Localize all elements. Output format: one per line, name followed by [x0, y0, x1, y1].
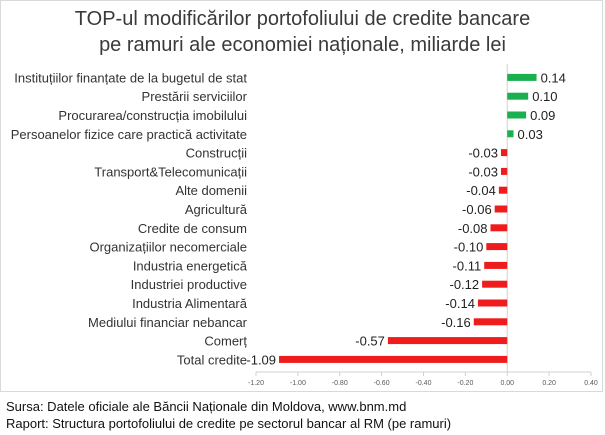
- x-tick-label: -1.00: [290, 380, 306, 387]
- category-label: Industria Alimentară: [132, 296, 248, 311]
- value-label: -0.04: [466, 183, 496, 198]
- value-label: -0.06: [462, 202, 492, 217]
- category-label: Agricultură: [185, 202, 248, 217]
- category-label: Alte domenii: [175, 183, 247, 198]
- x-tick-label: 0.40: [584, 380, 598, 387]
- chart-title: TOP-ul modificărilor portofoliului de cr…: [0, 6, 605, 58]
- value-label: -0.08: [458, 221, 488, 236]
- bar: [494, 205, 508, 213]
- chart-frame: [0, 0, 603, 392]
- bar: [477, 299, 508, 307]
- value-label: -0.57: [355, 334, 385, 349]
- bar: [279, 355, 508, 363]
- value-label: -0.10: [454, 240, 484, 255]
- bar: [387, 337, 508, 345]
- bar: [490, 224, 508, 232]
- source-notes: Sursa: Datele oficiale ale Băncii Națion…: [6, 398, 451, 432]
- value-label: 0.10: [532, 89, 557, 104]
- x-tick-label: -0.40: [416, 380, 432, 387]
- value-label: -0.11: [453, 258, 482, 273]
- bar: [500, 149, 508, 157]
- category-label: Instituțiilor finanțate de la bugetul de…: [14, 70, 247, 85]
- category-label: Procurarea/construcția imobilului: [58, 108, 247, 123]
- value-label: -0.03: [468, 146, 498, 161]
- x-tick-label: -1.20: [248, 380, 264, 387]
- category-label: Industria energetică: [133, 258, 248, 273]
- category-label: Prestării serviciilor: [142, 89, 248, 104]
- value-label: -1.09: [246, 352, 276, 367]
- chart-title-line-1: TOP-ul modificărilor portofoliului de cr…: [74, 8, 531, 30]
- category-label: Industriei productive: [131, 277, 247, 292]
- bar: [498, 186, 508, 194]
- category-label: Mediului financiar nebancar: [88, 315, 248, 330]
- value-label: 0.14: [541, 70, 566, 85]
- source-line: Sursa: Datele oficiale ale Băncii Națion…: [6, 399, 407, 414]
- category-label: Transport&Telecomunicații: [94, 164, 247, 179]
- category-label: Persoanelor fizice care practică activit…: [11, 127, 247, 142]
- x-tick-label: 0.00: [500, 380, 514, 387]
- value-label: -0.03: [468, 164, 498, 179]
- bar-chart: -1.20 -1.00 -0.80 -0.60 -0.40 -0.20 0.00 0.20 0.…: [11, 64, 598, 387]
- category-label: Construcții: [186, 146, 248, 161]
- bar: [482, 280, 508, 288]
- bar: [507, 92, 529, 100]
- x-tick-label: -0.60: [374, 380, 390, 387]
- category-label: Comerț: [204, 334, 247, 349]
- report-line: Raport: Structura portofoliului de credi…: [6, 416, 452, 431]
- bar: [507, 130, 514, 138]
- value-label: -0.14: [445, 296, 475, 311]
- bar: [507, 73, 537, 81]
- x-tick-label: 0.20: [542, 380, 556, 387]
- value-label: -0.16: [441, 315, 471, 330]
- value-label: 0.03: [518, 127, 543, 142]
- chart-title-line-2: pe ramuri ale economiei naționale, milia…: [99, 34, 506, 56]
- x-tick-label: -0.80: [332, 380, 348, 387]
- bar: [486, 243, 508, 251]
- value-label: -0.12: [449, 277, 479, 292]
- bar: [507, 111, 527, 119]
- value-label: 0.09: [530, 108, 555, 123]
- category-label: Credite de consum: [138, 221, 247, 236]
- bar: [500, 167, 508, 175]
- bar: [473, 318, 508, 326]
- category-label: Organizațiilor necomerciale: [89, 240, 247, 255]
- bar: [484, 261, 508, 269]
- category-label: Total credite: [177, 352, 247, 367]
- x-tick-label: -0.20: [457, 380, 473, 387]
